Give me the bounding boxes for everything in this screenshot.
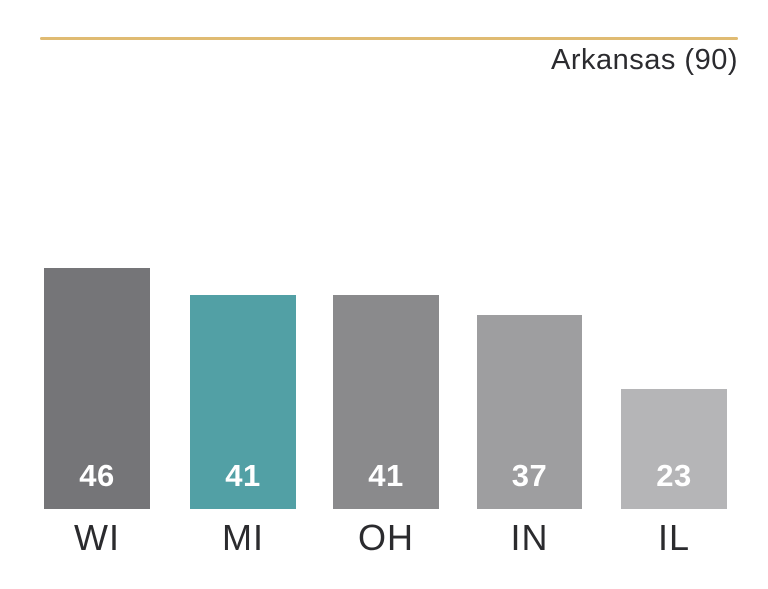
- bar-oh: 41: [333, 295, 439, 509]
- bar-value-label: 41: [368, 458, 404, 493]
- gold-divider-line: [40, 37, 738, 40]
- bar-wi: 46: [44, 268, 150, 509]
- axis-category-label: IL: [657, 517, 691, 558]
- bar-value-label: 41: [225, 458, 261, 493]
- axis-category-label: IN: [510, 517, 549, 558]
- axis-category-label: OH: [358, 517, 414, 558]
- axis-category-label: WI: [74, 517, 120, 558]
- axis-category-label: MI: [222, 517, 264, 558]
- bar-il: 23: [621, 389, 727, 509]
- bar-value-label: 37: [511, 458, 548, 493]
- bar-value-label: 46: [79, 458, 115, 493]
- bar-value-label: 23: [656, 458, 692, 493]
- bar-in: 37: [477, 315, 582, 509]
- bar-mi-highlighted: 41: [190, 295, 296, 509]
- reference-label-arkansas: Arkansas (90): [550, 44, 738, 76]
